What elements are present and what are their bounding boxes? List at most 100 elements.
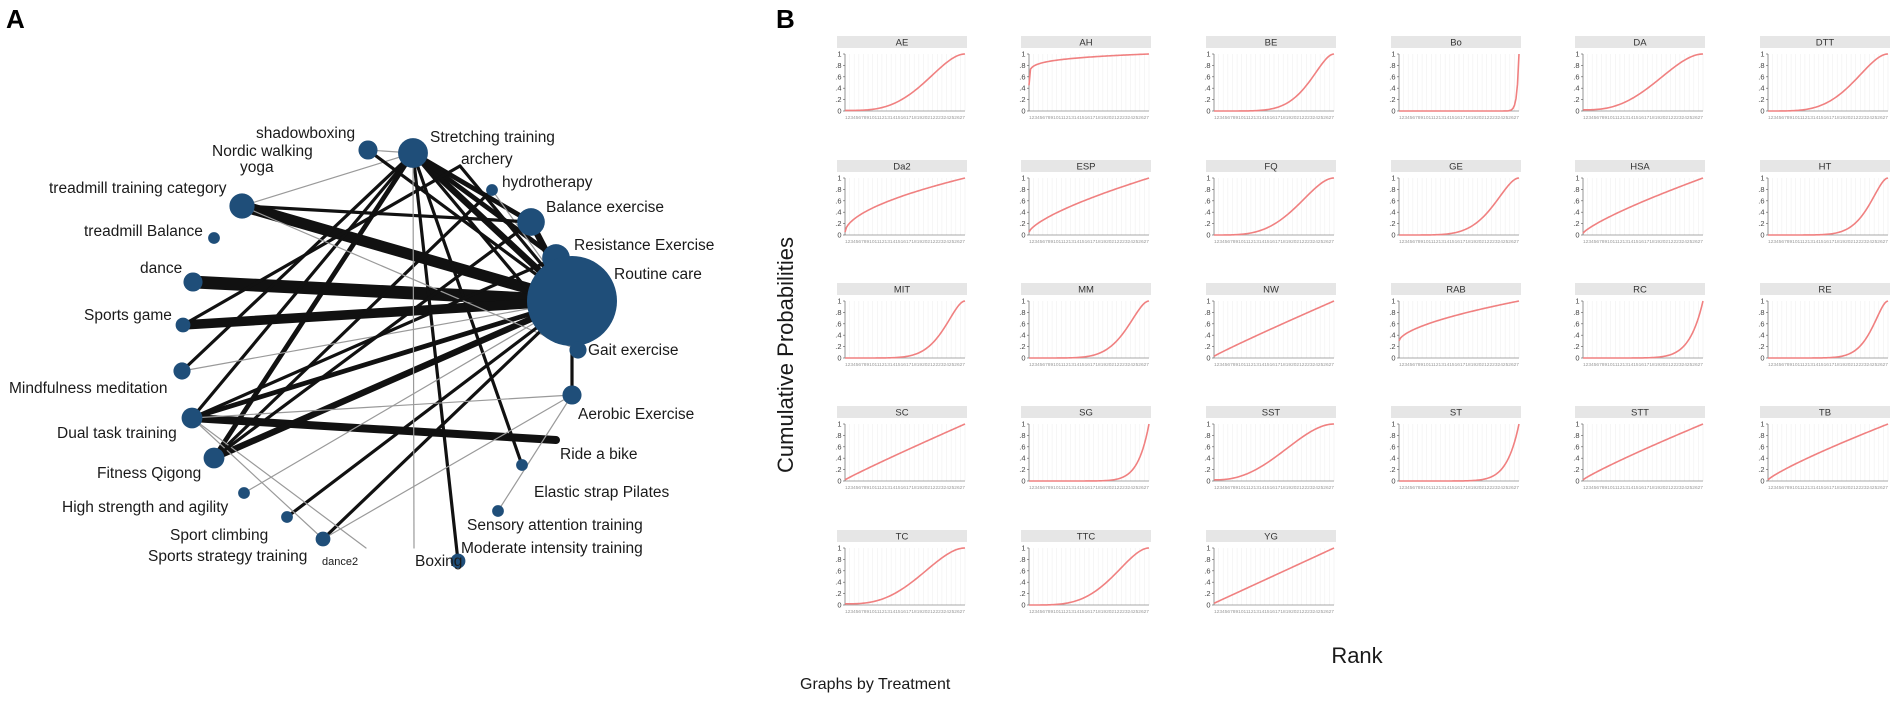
facet-title-rab: RAB — [1446, 285, 1466, 296]
y-tick-label: 1 — [1021, 50, 1025, 59]
y-tick-label: 0 — [1575, 107, 1579, 116]
ranking-facets: AE 0 .2 .4 .6 .8 1 1234567891011121314151617181… — [835, 36, 1890, 614]
network-node-mindful — [173, 362, 191, 380]
sucra-curve-bo — [1399, 53, 1520, 112]
network-edge-dualtask-dance2 — [191, 417, 324, 540]
facet-strip-ae — [837, 36, 967, 48]
y-tick-label: .4 — [1389, 331, 1395, 340]
facet-title-dtt: DTT — [1816, 38, 1835, 49]
network-label-yoga: yoga — [240, 159, 274, 176]
y-tick-label: .2 — [1389, 95, 1395, 104]
y-tick-label: .4 — [1758, 331, 1764, 340]
network-label-mindful: Mindfulness meditation — [9, 380, 168, 397]
sucra-curve-esp — [1028, 177, 1150, 233]
network-label-dance2: dance2 — [322, 556, 358, 568]
y-tick-label: .2 — [1573, 342, 1579, 351]
y-tick-label: 1 — [837, 420, 841, 429]
y-tick-label: .2 — [1389, 465, 1395, 474]
x-tick-labels: 1234567891011121314151617181920212223242… — [845, 362, 966, 367]
y-tick-label: .8 — [835, 308, 841, 317]
network-label-dance: dance — [140, 260, 182, 277]
facet-title-stt: STT — [1631, 408, 1649, 419]
facet-title-tc: TC — [896, 532, 909, 543]
network-node-dance2 — [315, 531, 331, 547]
y-tick-label: .2 — [1758, 95, 1764, 104]
facet-da2: Da2 0 .2 .4 .6 .8 1 123456789101112131415161718… — [835, 160, 967, 244]
facet-strip-ah — [1021, 36, 1151, 48]
y-tick-label: .4 — [835, 578, 841, 587]
y-tick-label: .2 — [1389, 219, 1395, 228]
facet-title-ae: AE — [896, 38, 909, 49]
y-tick-label: 1 — [1575, 50, 1579, 59]
sucra-curve-ae — [845, 53, 966, 112]
network-label-routine: Routine care — [614, 266, 702, 283]
x-tick-labels: 1234567891011121314151617181920212223242… — [1214, 115, 1335, 120]
y-tick-label: .8 — [1758, 61, 1764, 70]
network-edge-aerobic-sensory — [497, 394, 573, 512]
y-tick-label: .4 — [835, 454, 841, 463]
facet-strip-sc — [837, 406, 967, 418]
y-tick-label: .4 — [1019, 331, 1025, 340]
y-tick-label: .8 — [1758, 431, 1764, 440]
y-tick-label: .4 — [1019, 454, 1025, 463]
y-tick-label: .4 — [1573, 84, 1579, 93]
network-node-elastic — [516, 459, 528, 471]
y-tick-label: 0 — [1021, 107, 1025, 116]
y-tick-label: .6 — [1019, 196, 1025, 205]
panel-a-letter: A — [6, 4, 25, 34]
facet-strip-tb — [1760, 406, 1890, 418]
facet-tc: TC 0 .2 .4 .6 .8 1 1234567891011121314151617181… — [835, 530, 967, 614]
network-node-shadowboxing — [358, 140, 378, 160]
sucra-curve-da2 — [844, 177, 966, 233]
y-tick-label: .4 — [1573, 331, 1579, 340]
y-tick-label: 0 — [837, 107, 841, 116]
y-tick-label: 0 — [1391, 354, 1395, 363]
y-tick-label: 1 — [1021, 420, 1025, 429]
sucra-curve-tb — [1767, 423, 1889, 481]
network-node-sportsgame — [175, 317, 191, 333]
y-tick-label: 1 — [837, 174, 841, 183]
network-edge-stretch-moderate — [411, 151, 460, 563]
y-tick-label: 1 — [1575, 420, 1579, 429]
sucra-curve-rc — [1583, 300, 1704, 359]
y-tick-label: .4 — [1573, 208, 1579, 217]
facet-title-hsa: HSA — [1630, 162, 1650, 173]
sucra-curve-sg — [1029, 423, 1150, 482]
y-tick-label: 1 — [1760, 420, 1764, 429]
y-tick-label: .4 — [1758, 454, 1764, 463]
facet-strip-mit — [837, 283, 967, 295]
sucra-curve-be — [1214, 53, 1335, 112]
y-tick-label: .4 — [1019, 208, 1025, 217]
network-edge-dualtask-aerobic — [191, 394, 573, 419]
sucra-curve-ah — [1028, 53, 1150, 86]
y-tick-label: .2 — [835, 589, 841, 598]
y-tick-label: 1 — [837, 50, 841, 59]
network-edges — [178, 148, 580, 563]
y-tick-label: 0 — [1760, 231, 1764, 240]
y-tick-label: .8 — [1204, 185, 1210, 194]
sucra-curve-nw — [1213, 300, 1335, 357]
facet-strip-yg — [1206, 530, 1336, 542]
y-tick-label: 1 — [1206, 420, 1210, 429]
x-tick-labels: 1234567891011121314151617181920212223242… — [1029, 115, 1150, 120]
y-axis-title: Cumulative Probabilities — [773, 237, 798, 473]
x-tick-labels: 1234567891011121314151617181920212223242… — [1768, 115, 1889, 120]
facet-ttc: TTC 0 .2 .4 .6 .8 1 123456789101112131415161718… — [1019, 530, 1151, 614]
facet-title-mit: MIT — [894, 285, 911, 296]
x-tick-labels: 1234567891011121314151617181920212223242… — [845, 239, 966, 244]
facet-strip-ge — [1391, 160, 1521, 172]
facet-title-sg: SG — [1079, 408, 1093, 419]
y-tick-label: .4 — [1389, 208, 1395, 217]
facet-dtt: DTT 0 .2 .4 .6 .8 1 123456789101112131415161718… — [1758, 36, 1890, 120]
x-tick-labels: 1234567891011121314151617181920212223242… — [1583, 115, 1704, 120]
facet-bo: Bo 0 .2 .4 .6 .8 1 1234567891011121314151617181… — [1389, 36, 1521, 120]
network-node-balance — [517, 208, 545, 236]
y-tick-label: .8 — [1389, 431, 1395, 440]
y-tick-label: .8 — [1019, 61, 1025, 70]
y-tick-label: .2 — [1573, 95, 1579, 104]
y-tick-label: .4 — [835, 331, 841, 340]
y-tick-label: .6 — [835, 319, 841, 328]
facet-strip-sg — [1021, 406, 1151, 418]
